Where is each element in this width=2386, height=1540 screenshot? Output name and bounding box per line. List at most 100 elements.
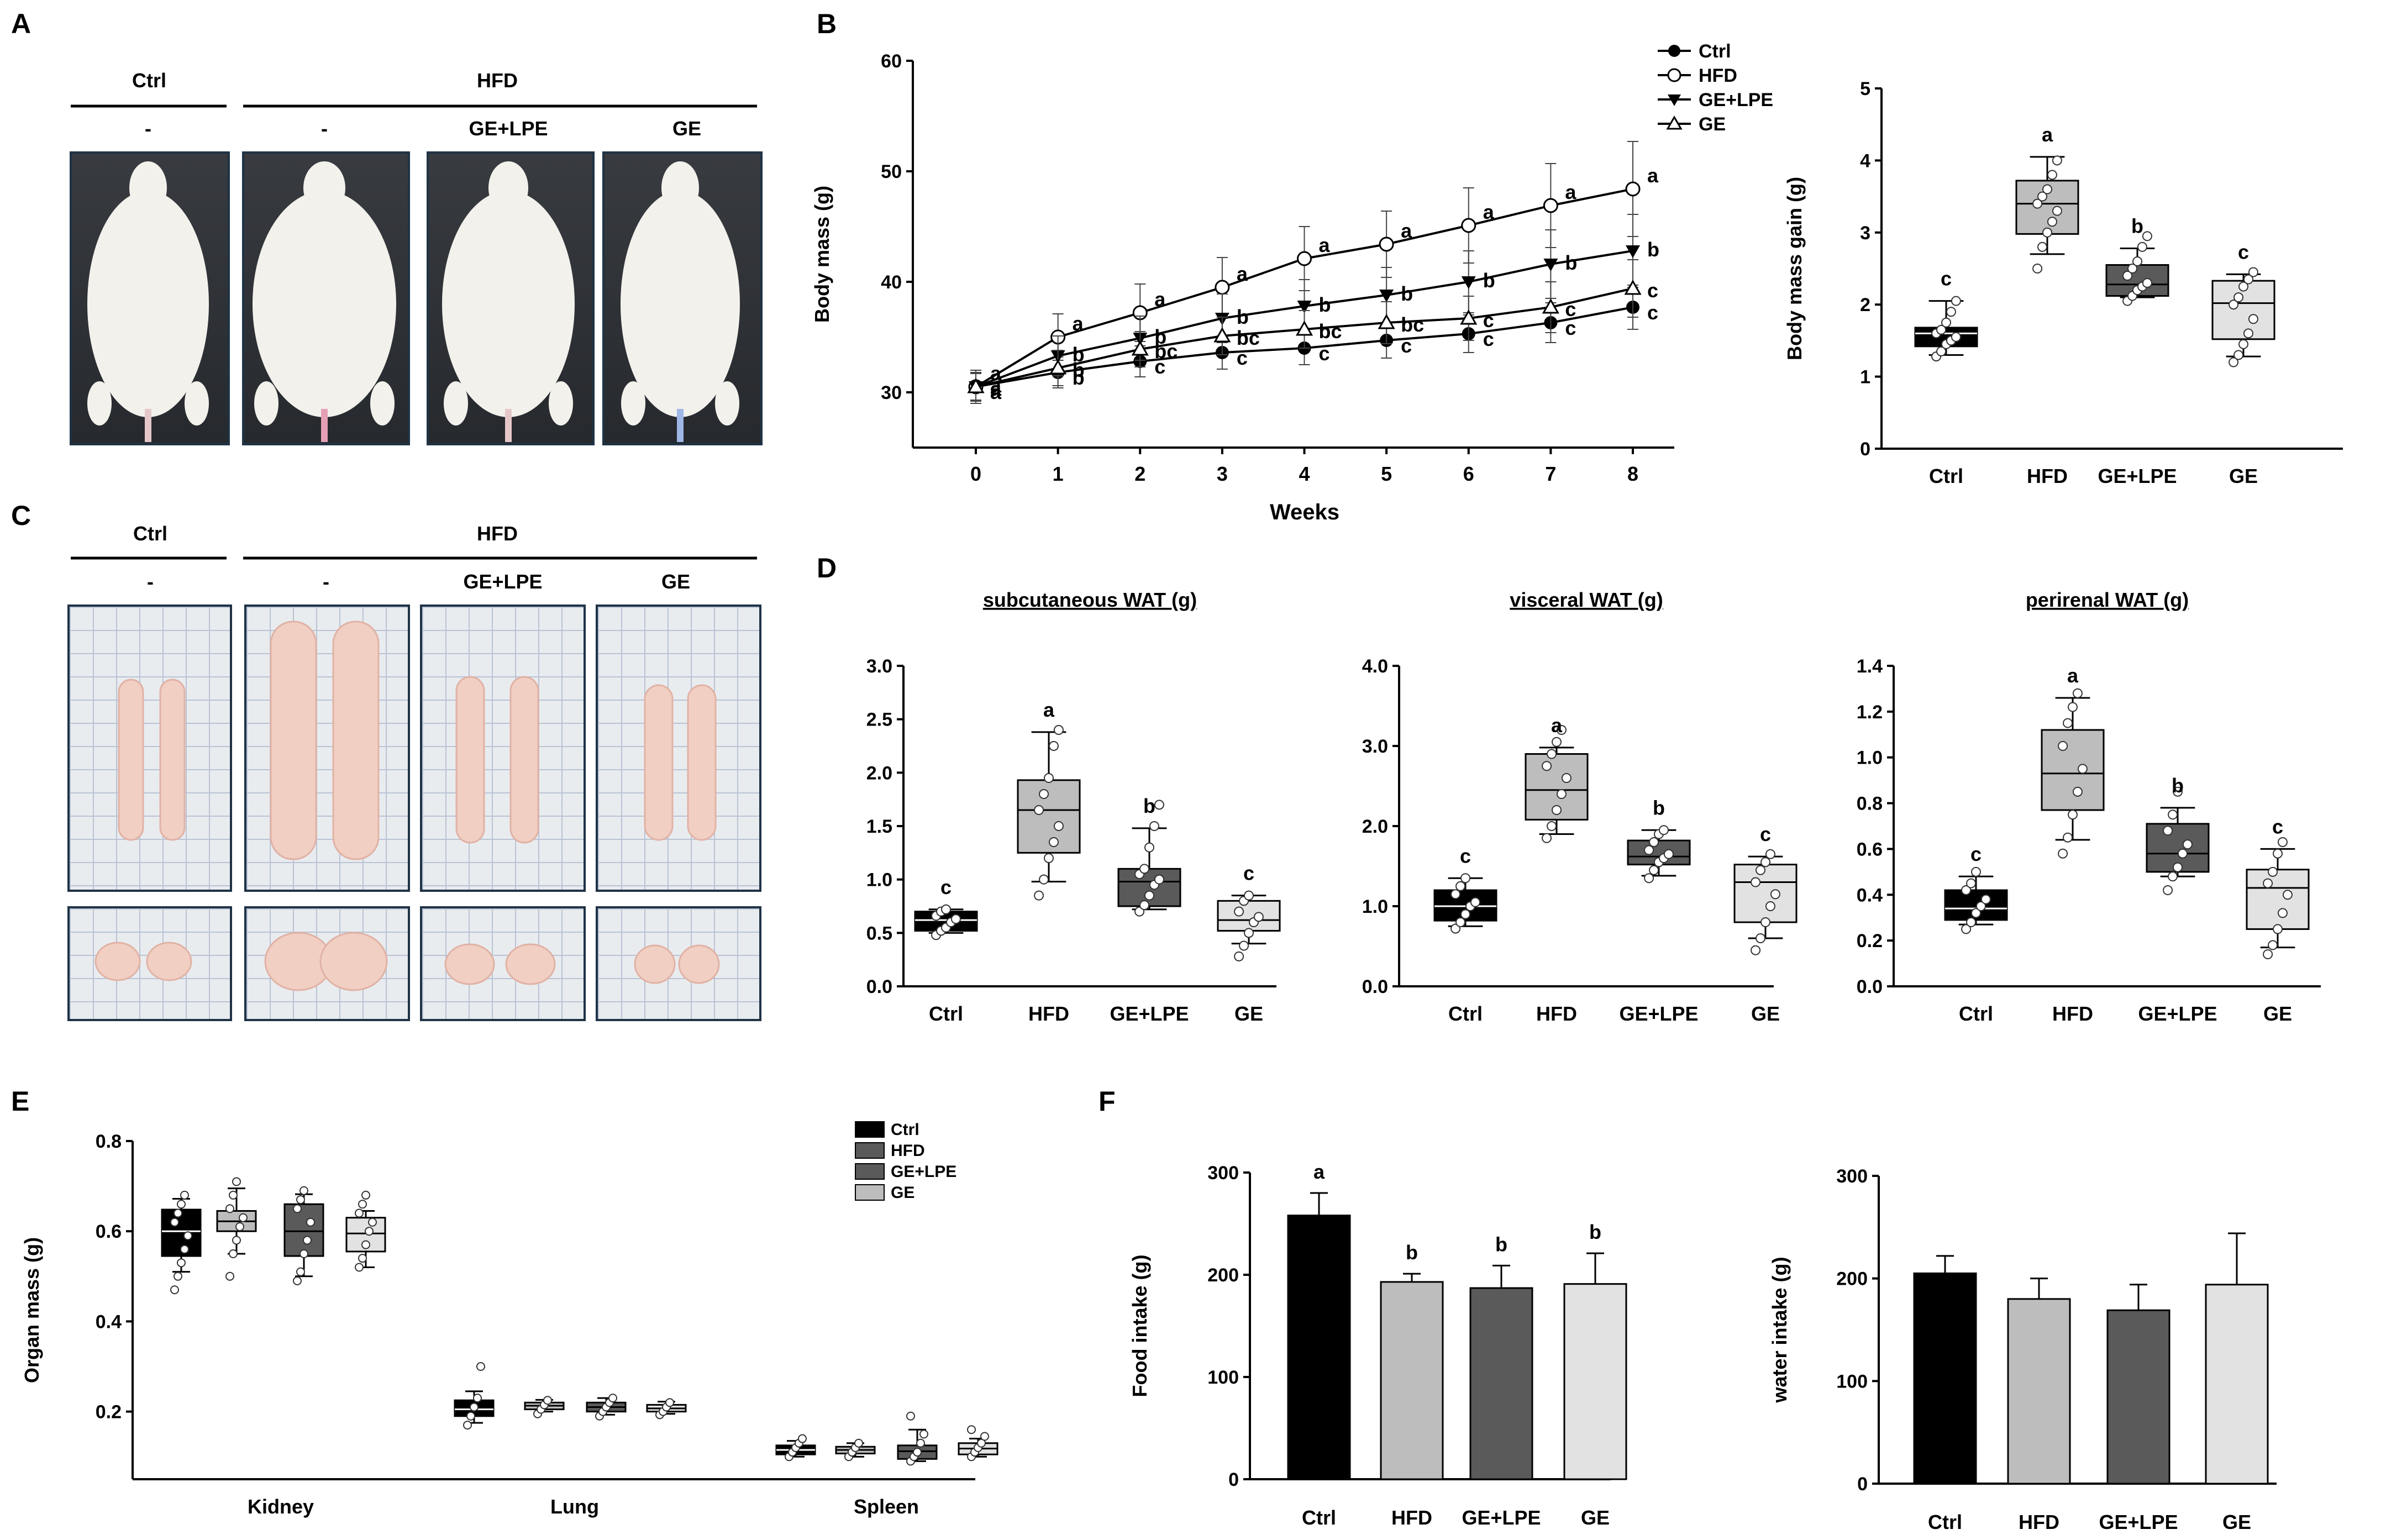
adipose-tissue xyxy=(94,621,720,991)
E-data-point xyxy=(177,1258,186,1268)
D-sub-data-point xyxy=(1244,928,1254,938)
D-per-data-point xyxy=(2063,718,2073,728)
D-per-ytick-label: 0.2 xyxy=(1857,931,1883,952)
D-vis-xtick-label: Ctrl xyxy=(1448,1002,1483,1025)
tissue-ge-lpe-sub-1 xyxy=(455,676,485,844)
chart-visceral-wat-box: 0.0 1.0 2.0 3.0 4.0 visceral WAT (g) c Ctrl a HFD… xyxy=(1362,588,1798,1025)
tissue-ctrl-sub-1 xyxy=(118,679,144,841)
D-vis-letter: b xyxy=(1653,796,1665,819)
B-left-xtick-label: 1 xyxy=(1053,462,1064,485)
D-sub-data-point xyxy=(1048,741,1059,751)
B-right-data-point xyxy=(2243,328,2253,339)
D-sub-data-point xyxy=(1144,890,1154,901)
B-right-data-point xyxy=(2127,264,2138,274)
B-left-ytick-label: 50 xyxy=(881,161,902,182)
B-right-data-point xyxy=(2037,191,2048,202)
B-right-data-point xyxy=(2037,241,2048,252)
B-right-ytick-label: 2 xyxy=(1860,295,1870,316)
B-left-letter: c xyxy=(1647,279,1658,302)
D-vis-title: visceral WAT (g) xyxy=(1510,588,1663,611)
mouse-hfd xyxy=(253,161,396,442)
B-right-data-point xyxy=(2137,241,2147,252)
D-vis-data-point xyxy=(1547,749,1557,759)
E-data-point xyxy=(180,1244,189,1254)
mouse-ctrl xyxy=(87,161,209,442)
F-water-xtick-label: HFD xyxy=(2019,1511,2059,1533)
B-right-ytick-label: 0 xyxy=(1860,439,1870,460)
F-food-y-axis-label: Food intake (g) xyxy=(1128,1255,1151,1397)
B-left-letter: c xyxy=(1237,346,1248,369)
D-sub-letter: b xyxy=(1143,795,1155,817)
D-per-ytick-label: 1.2 xyxy=(1857,702,1883,723)
D-per-data-point xyxy=(2263,949,2273,959)
B-left-xtick-label: 8 xyxy=(1627,462,1638,485)
D-sub-data-point xyxy=(1053,725,1064,735)
D-sub-data-point xyxy=(1044,853,1054,863)
c-sub-label-1: - xyxy=(323,570,329,593)
F-water-bar-3 xyxy=(2205,1284,2269,1485)
E-data-point xyxy=(296,1195,305,1205)
D-per-ytick-label: 0.6 xyxy=(1857,839,1883,860)
D-sub-ytick-label: 0.5 xyxy=(866,923,892,944)
D-sub-letter: c xyxy=(940,876,952,898)
tissue-hfd-sub-2 xyxy=(332,621,380,860)
D-per-ytick-label: 0.0 xyxy=(1857,976,1883,997)
a-group-ctrl: Ctrl xyxy=(132,69,166,92)
B-left-letter: b xyxy=(1154,325,1166,348)
B-left-letter: b xyxy=(1073,366,1085,389)
D-per-data-point xyxy=(2177,848,2188,859)
D-sub-ytick-label: 3.0 xyxy=(866,656,892,677)
E-data-point xyxy=(174,1208,182,1218)
B-left-letter: bc xyxy=(1401,313,1424,336)
B-left-xtick-label: 5 xyxy=(1381,462,1392,485)
B-right-data-point xyxy=(2122,271,2133,281)
B-right-xtick-label: Ctrl xyxy=(1929,465,1963,487)
B-left-letter: b xyxy=(1647,238,1659,261)
D-vis-data-point xyxy=(1470,897,1480,907)
E-data-point xyxy=(355,1263,364,1272)
D-sub-data-point xyxy=(1154,800,1164,810)
E-data-point xyxy=(229,1249,238,1258)
B-left-x-axis-label: Weeks xyxy=(1270,500,1339,524)
E-data-point xyxy=(913,1448,922,1457)
E-data-point xyxy=(967,1425,976,1434)
D-per-letter: c xyxy=(2272,815,2283,838)
E-data-point xyxy=(232,1177,241,1186)
E-data-point xyxy=(303,1236,312,1245)
D-per-data-point xyxy=(1975,901,1986,911)
D-per-data-point xyxy=(2182,839,2193,850)
E-data-point xyxy=(980,1432,989,1441)
E-data-point xyxy=(174,1271,182,1281)
B-right-data-point xyxy=(2032,264,2043,274)
D-per-data-point xyxy=(2273,848,2283,859)
E-data-point xyxy=(296,1267,305,1276)
D-sub-data-point xyxy=(1039,874,1049,885)
B-left-point-ge-lpe xyxy=(1626,245,1640,258)
D-sub-data-point xyxy=(1144,842,1154,853)
D-vis-data-point xyxy=(1751,945,1761,955)
D-per-data-point xyxy=(2072,786,2083,797)
D-vis-xtick-label: GE xyxy=(1751,1002,1780,1025)
tissue-ge-sub-2 xyxy=(687,684,717,841)
photo-ctrl-subcutaneous xyxy=(67,605,232,892)
B-left-point-ge-lpe xyxy=(1543,259,1558,271)
B-right-data-point xyxy=(2042,184,2052,195)
B-left-letter: b xyxy=(1565,251,1577,274)
D-per-data-point xyxy=(2173,786,2183,797)
E-data-point xyxy=(177,1200,186,1209)
B-left-point-ge-lpe xyxy=(1379,290,1394,302)
E-data-point xyxy=(239,1213,248,1222)
D-per-data-point xyxy=(2168,871,2178,882)
B-left-legend-marker xyxy=(1667,68,1681,82)
D-vis-data-point xyxy=(1460,909,1470,919)
D-vis-data-point xyxy=(1450,889,1461,900)
D-vis-box-3 xyxy=(1733,864,1798,923)
D-sub-ytick-label: 2.5 xyxy=(866,709,892,730)
B-right-data-point xyxy=(1941,317,1951,328)
D-per-data-point xyxy=(2173,862,2183,873)
D-sub-data-point xyxy=(1139,864,1150,874)
tissue-ctrl-peri-2 xyxy=(146,942,192,981)
E-data-point xyxy=(473,1394,482,1403)
B-right-data-point xyxy=(2233,350,2244,360)
D-per-data-point xyxy=(2077,764,2088,774)
